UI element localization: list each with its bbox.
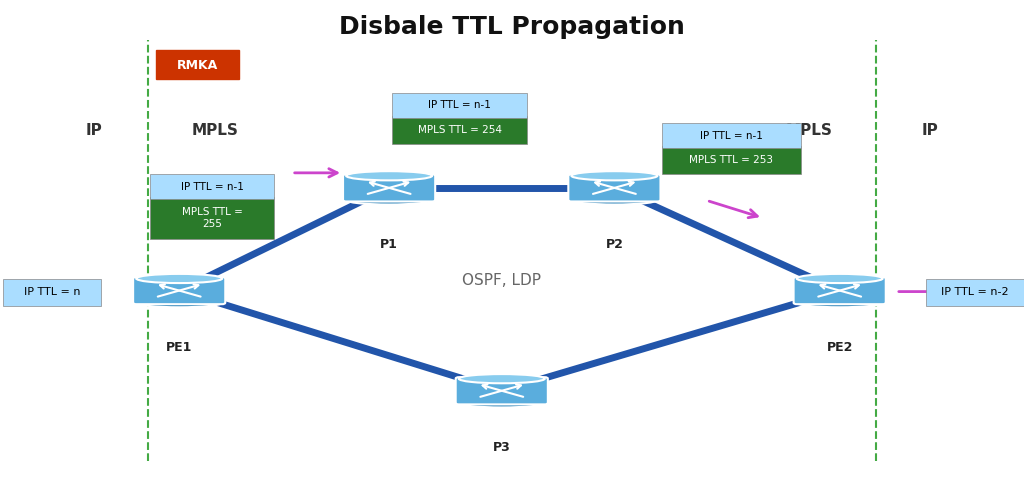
Text: P2: P2 <box>605 238 624 251</box>
FancyBboxPatch shape <box>156 50 239 79</box>
Text: MPLS TTL = 254: MPLS TTL = 254 <box>418 125 502 135</box>
Text: MPLS TTL =
255: MPLS TTL = 255 <box>181 207 243 229</box>
Text: P3: P3 <box>493 441 511 454</box>
Text: IP TTL = n-1: IP TTL = n-1 <box>428 101 492 110</box>
Text: PE1: PE1 <box>166 341 193 354</box>
FancyBboxPatch shape <box>150 174 274 199</box>
Ellipse shape <box>346 195 432 204</box>
Ellipse shape <box>797 298 883 307</box>
Text: MPLS: MPLS <box>191 123 239 138</box>
Ellipse shape <box>459 398 545 407</box>
Text: RМKA: RМKA <box>176 59 218 72</box>
FancyBboxPatch shape <box>794 277 886 304</box>
Text: IP TTL = n-1: IP TTL = n-1 <box>180 182 244 191</box>
FancyBboxPatch shape <box>392 116 527 144</box>
Ellipse shape <box>346 171 432 180</box>
Ellipse shape <box>136 274 222 283</box>
Text: IP TTL = n: IP TTL = n <box>24 287 81 297</box>
FancyBboxPatch shape <box>568 174 660 201</box>
Ellipse shape <box>571 195 657 204</box>
Text: PE2: PE2 <box>826 341 853 354</box>
Text: P1: P1 <box>380 238 398 251</box>
FancyBboxPatch shape <box>662 146 801 174</box>
Text: IP: IP <box>86 123 102 138</box>
Ellipse shape <box>797 274 883 283</box>
Ellipse shape <box>136 298 222 307</box>
FancyBboxPatch shape <box>392 93 527 118</box>
Text: OSPF, LDP: OSPF, LDP <box>462 273 542 288</box>
Text: MPLS TTL = 253: MPLS TTL = 253 <box>689 155 773 165</box>
FancyBboxPatch shape <box>662 123 801 148</box>
FancyBboxPatch shape <box>456 377 548 404</box>
Ellipse shape <box>571 171 657 180</box>
Ellipse shape <box>459 374 545 383</box>
FancyBboxPatch shape <box>926 279 1024 306</box>
FancyBboxPatch shape <box>133 277 225 304</box>
FancyBboxPatch shape <box>3 279 101 306</box>
FancyBboxPatch shape <box>343 174 435 201</box>
FancyBboxPatch shape <box>150 197 274 239</box>
Text: MPLS: MPLS <box>785 123 833 138</box>
Text: IP TTL = n-2: IP TTL = n-2 <box>941 287 1009 297</box>
Text: IP TTL = n-1: IP TTL = n-1 <box>699 131 763 140</box>
Text: Disbale TTL Propagation: Disbale TTL Propagation <box>339 15 685 39</box>
Text: IP: IP <box>922 123 938 138</box>
